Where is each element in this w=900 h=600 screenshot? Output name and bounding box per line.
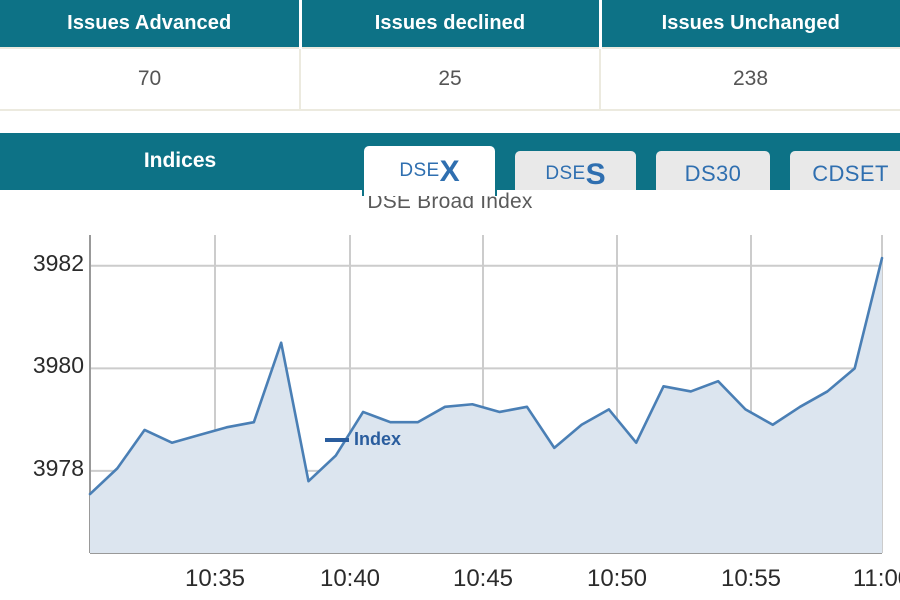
stats-value-row: 70 25 238 [0, 47, 900, 111]
tab-cdset-label: CDSET [812, 160, 889, 186]
stats-header-row: Issues Advanced Issues declined Issues U… [0, 0, 900, 48]
chart-legend: Index [325, 429, 401, 450]
series-line-index [88, 256, 884, 496]
stats-value-issues-unchanged: 238 [600, 47, 900, 111]
x-tick-label: 11:00 [852, 565, 900, 592]
indices-section-label: Indices [143, 149, 217, 172]
legend-label-index: Index [354, 429, 402, 449]
tab-dsex-prefix: DSE [399, 160, 440, 181]
tab-dsex[interactable]: DSE X [362, 144, 497, 196]
tab-dses-prefix: DSE [545, 162, 586, 184]
x-tick-label: 10:55 [720, 565, 782, 592]
section-spacer [0, 111, 900, 133]
tab-dses-suffix: S [585, 157, 606, 191]
tab-ds30[interactable]: DS30 [654, 149, 772, 196]
y-tick-label: 3978 [32, 454, 84, 481]
x-tick-label: 10:40 [319, 565, 381, 592]
x-tick-label: 10:45 [452, 565, 514, 592]
market-stats-table: Issues Advanced Issues declined Issues U… [0, 0, 900, 111]
y-tick-label: 3980 [32, 352, 84, 379]
series-area-index [90, 258, 882, 553]
index-chart: DSE Broad Index Index 3978 3980 3982 10:35… [0, 190, 900, 600]
x-tick-label: 10:50 [586, 565, 648, 592]
y-axis-tick-labels: 3978 3980 3982 [0, 190, 84, 600]
legend-line-swatch-index [325, 437, 349, 442]
stats-value-issues-advanced: 70 [0, 47, 301, 111]
tab-dses[interactable]: DSE S [513, 149, 638, 196]
tab-ds30-label: DS30 [684, 160, 742, 186]
chart-canvas [88, 235, 884, 554]
stats-header-issues-advanced: Issues Advanced [0, 0, 302, 48]
x-tick-label: 10:35 [184, 565, 246, 592]
stats-header-issues-unchanged: Issues Unchanged [600, 0, 900, 48]
stats-value-issues-declined: 25 [300, 47, 601, 111]
x-axis-tick-labels: 10:35 10:40 10:45 10:50 10:55 11:00 [0, 190, 900, 600]
indices-tab-bar: Indices DSE X DSE S DS30 CDSET [0, 133, 900, 196]
tab-dsex-suffix: X [439, 155, 460, 188]
y-tick-label: 3982 [32, 249, 84, 276]
stats-header-issues-declined: Issues declined [300, 0, 602, 48]
tab-cdset[interactable]: CDSET [788, 149, 900, 196]
